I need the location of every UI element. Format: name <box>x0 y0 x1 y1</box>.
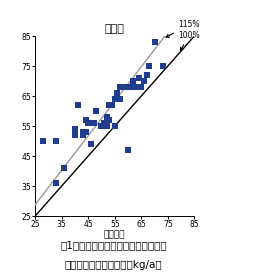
Point <box>131 79 136 83</box>
Point <box>123 85 127 89</box>
Text: 図1　奫励品種決定基本調査における: 図1 奫励品種決定基本調査における <box>60 240 167 250</box>
Point <box>105 124 109 128</box>
Point <box>81 130 85 134</box>
Point <box>54 139 59 143</box>
Point <box>83 130 88 134</box>
Point <box>94 109 98 113</box>
Point <box>107 118 112 122</box>
Point <box>81 133 85 137</box>
Point <box>107 103 112 107</box>
Point <box>54 181 59 185</box>
Point <box>91 121 96 125</box>
Point <box>86 121 90 125</box>
Point <box>73 133 77 137</box>
Point <box>83 118 88 122</box>
Point <box>110 103 114 107</box>
Text: あきだわらの玄米収量（kg/a）: あきだわらの玄米収量（kg/a） <box>65 260 162 270</box>
Point <box>105 115 109 119</box>
Text: 115%: 115% <box>166 20 200 37</box>
Point <box>113 97 117 101</box>
Point <box>73 127 77 131</box>
Point <box>41 139 45 143</box>
Point <box>118 85 122 89</box>
Point <box>75 103 80 107</box>
Point <box>99 124 104 128</box>
Text: 100%: 100% <box>178 30 200 50</box>
X-axis label: 対照品種: 対照品種 <box>104 231 126 240</box>
Point <box>160 64 165 68</box>
Point <box>144 73 149 77</box>
Point <box>147 64 151 68</box>
Point <box>113 124 117 128</box>
Point <box>118 97 122 101</box>
Point <box>102 121 106 125</box>
Point <box>142 79 146 83</box>
Point <box>120 85 125 89</box>
Point <box>134 85 138 89</box>
Title: 玄米重: 玄米重 <box>105 24 125 34</box>
Point <box>129 85 133 89</box>
Point <box>137 76 141 80</box>
Point <box>139 85 143 89</box>
Point <box>153 40 157 44</box>
Point <box>89 142 93 146</box>
Point <box>62 166 66 170</box>
Point <box>115 91 120 95</box>
Point <box>126 148 130 152</box>
